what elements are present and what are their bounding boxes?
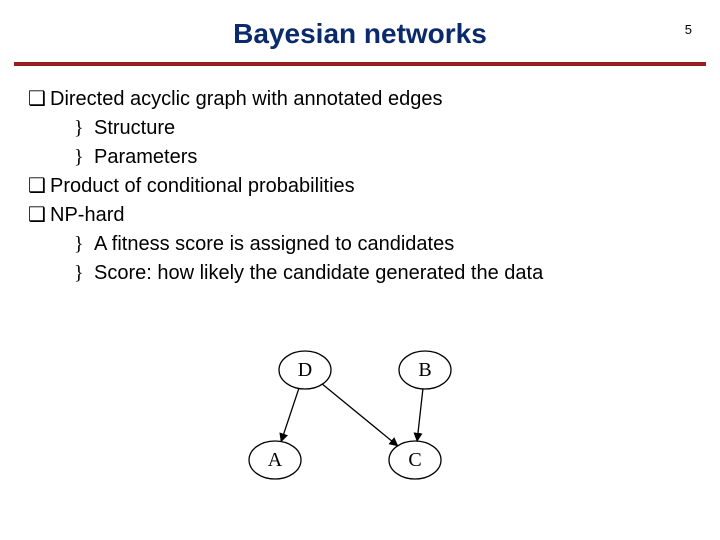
edge-D-A (281, 388, 299, 441)
slide-title: Bayesian networks (0, 18, 720, 50)
bullet-l2: }Score: how likely the candidate generat… (74, 260, 692, 287)
bullet-text: A fitness score is assigned to candidate… (94, 233, 454, 255)
bullet-l2: }A fitness score is assigned to candidat… (74, 231, 692, 258)
bullet-text: Directed acyclic graph with annotated ed… (50, 88, 442, 110)
brace-bullet-icon: } (74, 231, 94, 258)
bullet-l2: }Parameters (74, 144, 692, 171)
bayes-net-diagram: D B A C (215, 330, 505, 500)
node-label-B: B (418, 359, 431, 381)
node-label-C: C (408, 449, 421, 471)
bullet-text: Score: how likely the candidate generate… (94, 262, 543, 284)
slide: Bayesian networks 5 ❑Directed acyclic gr… (0, 0, 720, 540)
square-bullet-icon: ❑ (28, 86, 50, 113)
bullet-l1: ❑NP-hard (28, 202, 692, 229)
bullet-text: Parameters (94, 146, 197, 168)
node-label-A: A (268, 449, 283, 471)
node-label-D: D (298, 359, 312, 381)
edge-D-C (322, 384, 397, 446)
title-rule (14, 62, 706, 66)
bullet-l1: ❑Directed acyclic graph with annotated e… (28, 86, 692, 113)
bullet-text: NP-hard (50, 204, 124, 226)
edge-B-C (417, 389, 423, 441)
square-bullet-icon: ❑ (28, 173, 50, 200)
bullet-text: Product of conditional probabilities (50, 175, 355, 197)
brace-bullet-icon: } (74, 115, 94, 142)
bullet-content: ❑Directed acyclic graph with annotated e… (28, 86, 692, 289)
bullet-text: Structure (94, 117, 175, 139)
bullet-l2: }Structure (74, 115, 692, 142)
brace-bullet-icon: } (74, 144, 94, 171)
bullet-l1: ❑Product of conditional probabilities (28, 173, 692, 200)
page-number: 5 (685, 22, 692, 37)
diagram-container: D B A C (0, 330, 720, 505)
square-bullet-icon: ❑ (28, 202, 50, 229)
brace-bullet-icon: } (74, 260, 94, 287)
